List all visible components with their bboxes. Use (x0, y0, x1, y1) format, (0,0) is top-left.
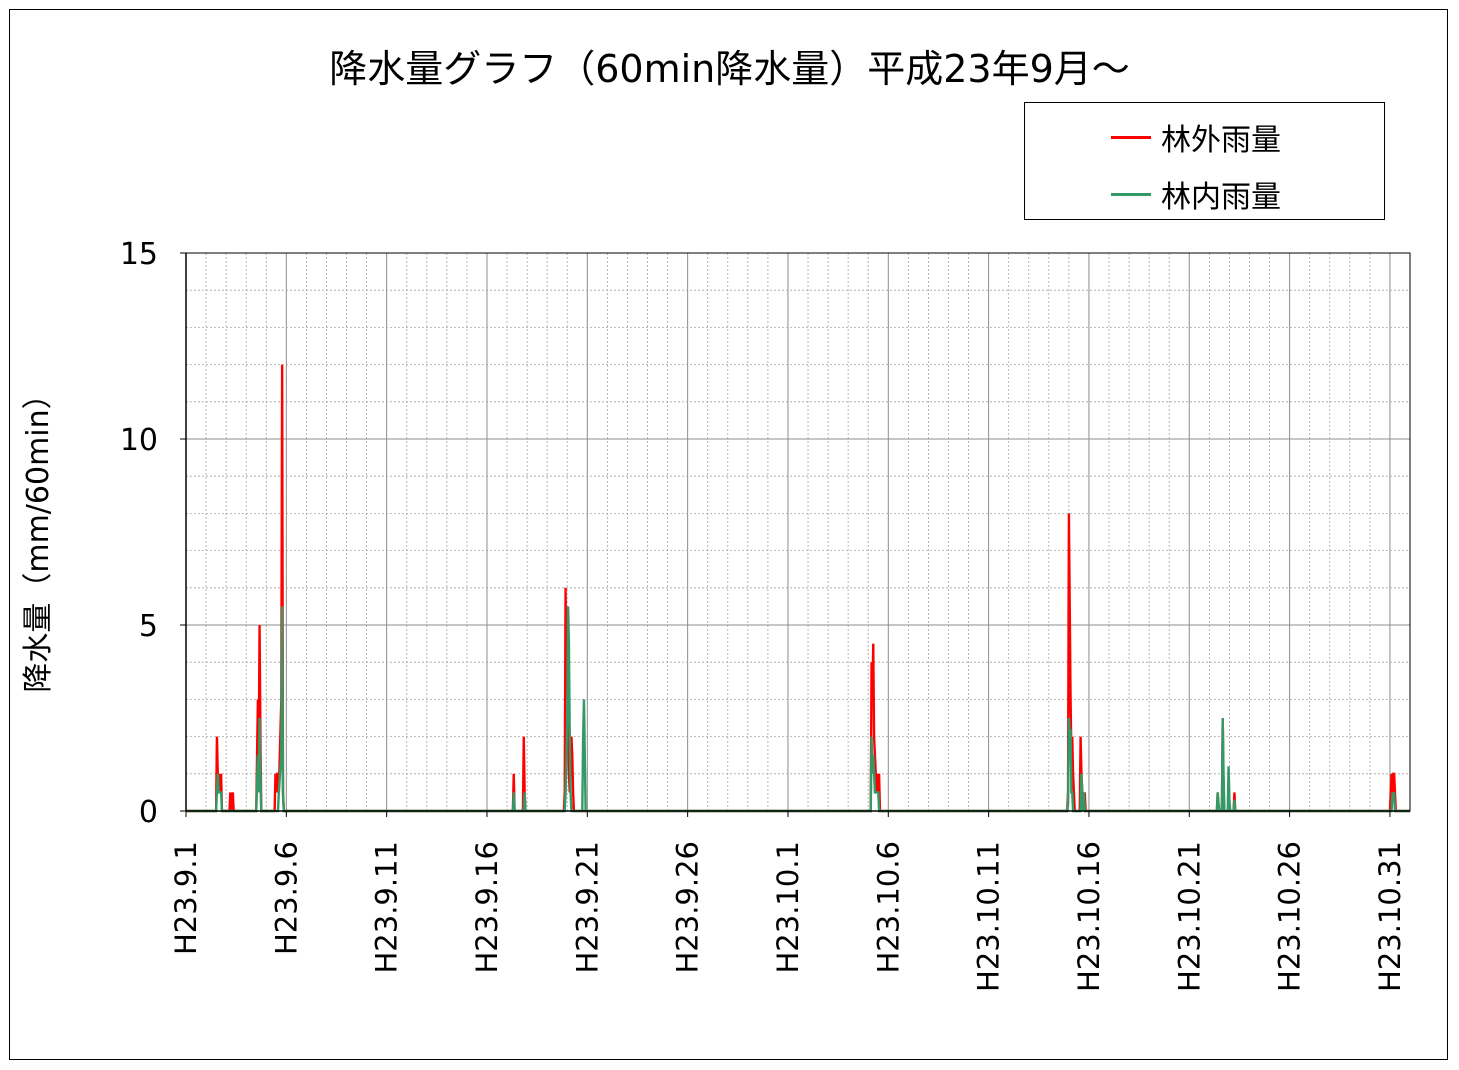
y-tick-label: 10 (120, 423, 158, 458)
y-tick-label: 0 (139, 795, 158, 830)
x-tick-label: H23.10.1 (771, 841, 805, 974)
y-tick-label: 15 (120, 237, 158, 272)
x-tick-label: H23.10.26 (1273, 841, 1307, 992)
legend-swatch-inside-forest (1111, 192, 1151, 196)
y-tick-labels: 0 5 10 15 (120, 237, 158, 830)
legend-item-outside-forest: 林外雨量 (1111, 117, 1281, 158)
axes (180, 252, 1411, 817)
grid (186, 253, 1410, 811)
legend-label-inside-forest: 林内雨量 (1161, 180, 1281, 215)
legend-item-inside-forest: 林内雨量 (1111, 174, 1281, 215)
x-tick-label: H23.10.16 (1072, 841, 1106, 992)
legend: 林外雨量 林内雨量 (1024, 102, 1385, 220)
x-tick-label: H23.9.6 (269, 841, 303, 955)
x-tick-label: H23.9.1 (169, 841, 203, 955)
x-tick-labels: H23.9.1 H23.9.6 H23.9.11 H23.9.16 H23.9.21 H2… (169, 841, 1407, 992)
x-tick-label: H23.9.16 (470, 841, 504, 974)
plot-border (185, 252, 1411, 812)
chart-title: 降水量グラフ（60min降水量）平成23年9月～ (329, 47, 1130, 91)
x-tick-label: H23.9.26 (671, 841, 705, 974)
x-tick-label: H23.10.21 (1172, 841, 1206, 992)
legend-label-outside-forest: 林外雨量 (1161, 123, 1281, 158)
series-line-inside-forest (186, 606, 1410, 813)
x-tick-label: H23.9.11 (370, 841, 404, 974)
legend-swatch-outside-forest (1111, 135, 1151, 139)
x-tick-label: H23.10.31 (1373, 841, 1407, 992)
x-tick-label: H23.9.21 (570, 841, 604, 974)
x-tick-label: H23.10.11 (972, 841, 1006, 992)
x-tick-label: H23.10.6 (871, 841, 905, 974)
y-tick-label: 5 (139, 609, 158, 644)
